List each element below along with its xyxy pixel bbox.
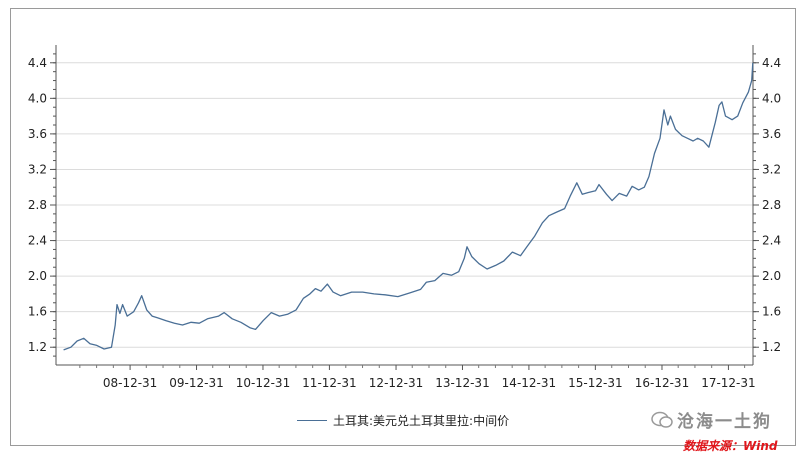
x-tick-label: 16-12-31: [635, 376, 689, 390]
series-group: [63, 62, 754, 351]
x-tick-label: 13-12-31: [435, 376, 489, 390]
x-tick-label: 11-12-31: [302, 376, 356, 390]
y-tick-label-right: 2.4: [762, 234, 781, 248]
x-tick-label: 08-12-31: [103, 376, 157, 390]
y-tick-label-left: 3.2: [28, 162, 47, 176]
line-chart: 1.2 1.2 1.6 1.6 2.0 2.0 2.4 2.4 2.8 2.8 3.2 3.2 3.6 3…: [28, 45, 781, 390]
x-tick-label: 14-12-31: [502, 376, 556, 390]
y-tick-label-right: 2.8: [762, 198, 781, 212]
chart-frame: 1.2 1.2 1.6 1.6 2.0 2.0 2.4 2.4 2.8 2.8 3.2 3.2 3.6 3…: [10, 8, 796, 453]
source-note: 数据来源：Wind: [683, 439, 778, 453]
y-tick-label-left: 2.0: [28, 269, 47, 283]
legend: 土耳其:美元兑土耳其里拉:中间价: [297, 412, 509, 429]
x-tick-label: 12-12-31: [369, 376, 423, 390]
series-line: [63, 62, 754, 351]
y-tick-label-left: 4.4: [28, 56, 47, 70]
y-tick-label-right: 2.0: [762, 269, 781, 283]
x-tick-label: 17-12-31: [701, 376, 755, 390]
y-tick-label-right: 4.0: [762, 91, 781, 105]
y-tick-label-left: 3.6: [28, 127, 47, 141]
y-tick-label-left: 2.4: [28, 234, 47, 248]
x-tick-label: 09-12-31: [169, 376, 223, 390]
y-tick-label-right: 1.6: [762, 305, 781, 319]
x-tick-label: 10-12-31: [236, 376, 290, 390]
watermark-text: 沧海一土狗: [677, 412, 772, 432]
y-tick-label-left: 2.8: [28, 198, 47, 212]
y-tick-label-left: 4.0: [28, 91, 47, 105]
axis-ticks: 1.2 1.2 1.6 1.6 2.0 2.0 2.4 2.4 2.8 2.8 3.2 3.2 3.6 3…: [28, 53, 781, 390]
legend-swatch: [297, 420, 327, 421]
y-tick-label-right: 1.2: [762, 340, 781, 354]
x-tick-label: 15-12-31: [568, 376, 622, 390]
watermark: 沧海一土狗: [651, 407, 772, 432]
y-tick-label-right: 4.4: [762, 56, 781, 70]
chat-bubble-icon: [651, 411, 673, 428]
gridlines: [56, 62, 753, 348]
y-tick-label-right: 3.6: [762, 127, 781, 141]
y-tick-label-left: 1.6: [28, 305, 47, 319]
y-tick-label-right: 3.2: [762, 162, 781, 176]
legend-label: 土耳其:美元兑土耳其里拉:中间价: [333, 414, 510, 428]
y-tick-label-left: 1.2: [28, 340, 47, 354]
